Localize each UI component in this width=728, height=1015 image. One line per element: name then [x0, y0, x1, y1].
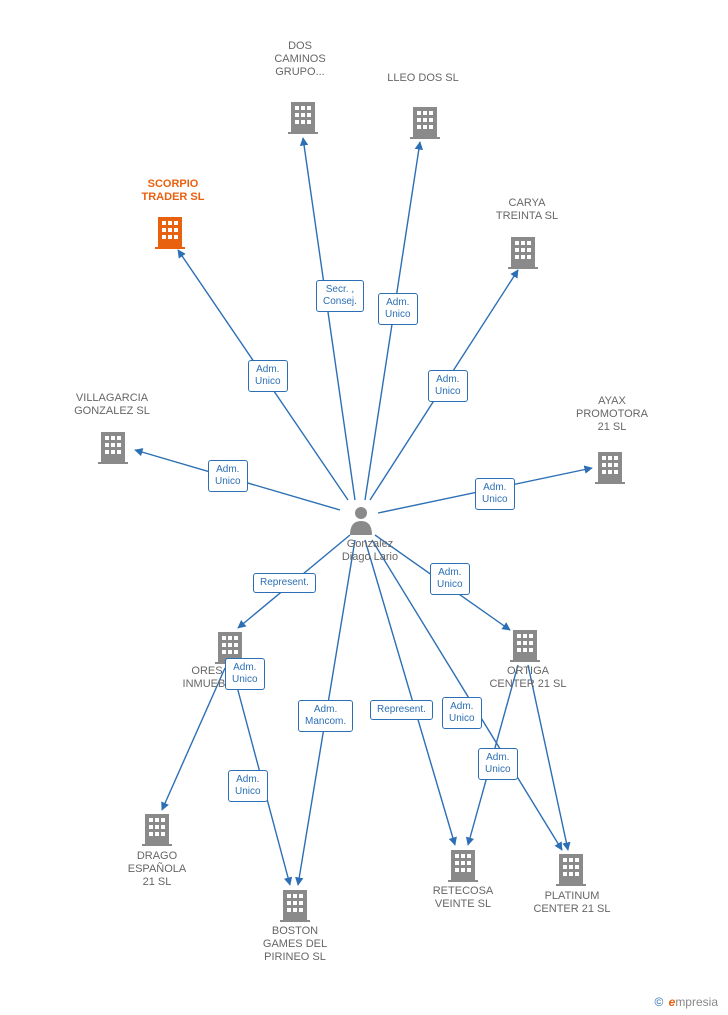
edge-label: Adm. Unico — [442, 697, 482, 729]
node-label: AYAX PROMOTORA 21 SL — [562, 395, 662, 434]
building-icon — [448, 848, 478, 882]
edge-label: Adm. Unico — [478, 748, 518, 780]
node-label: DOS CAMINOS GRUPO... — [260, 40, 340, 79]
edge-line — [528, 665, 568, 850]
building-icon — [98, 430, 128, 464]
edge-label: Adm. Unico — [225, 658, 265, 690]
node-label: VILLAGARCIA GONZALEZ SL — [62, 392, 162, 418]
building-icon — [155, 215, 185, 249]
edge-line — [303, 138, 355, 500]
network-diagram: Gonzalez Diago Lario DOS CAMINOS GRUPO...… — [0, 0, 728, 1015]
node-label: ORTIGA CENTER 21 SL — [478, 665, 578, 691]
brand-rest: mpresia — [675, 995, 718, 1009]
building-icon — [508, 235, 538, 269]
edge-label: Adm. Unico — [248, 360, 288, 392]
building-icon — [288, 100, 318, 134]
building-icon — [556, 852, 586, 886]
copyright-symbol: © — [654, 995, 663, 1009]
building-icon — [510, 628, 540, 662]
node-label: PLATINUM CENTER 21 SL — [522, 890, 622, 916]
node-label: SCORPIO TRADER SL — [128, 178, 218, 204]
footer-attribution: © empresia — [654, 995, 718, 1009]
edge-label: Adm. Unico — [475, 478, 515, 510]
building-icon — [595, 450, 625, 484]
edge-label: Adm. Unico — [208, 460, 248, 492]
edge-label: Secr. , Consej. — [316, 280, 364, 312]
building-icon — [280, 888, 310, 922]
edge-label: Adm. Unico — [430, 563, 470, 595]
edge-label: Adm. Mancom. — [298, 700, 353, 732]
edge-label: Represent. — [253, 573, 316, 593]
building-icon — [142, 812, 172, 846]
node-label: RETECOSA VEINTE SL — [418, 885, 508, 911]
building-icon — [410, 105, 440, 139]
edge-label: Adm. Unico — [228, 770, 268, 802]
node-label: BOSTON GAMES DEL PIRINEO SL — [250, 925, 340, 964]
edge-label: Represent. — [370, 700, 433, 720]
center-node-label: Gonzalez Diago Lario — [330, 538, 410, 564]
node-label: CARYA TREINTA SL — [482, 197, 572, 223]
person-icon — [348, 505, 374, 535]
node-label: DRAGO ESPAÑOLA 21 SL — [112, 850, 202, 889]
edge-label: Adm. Unico — [378, 293, 418, 325]
node-label: LLEO DOS SL — [378, 72, 468, 85]
edge-label: Adm. Unico — [428, 370, 468, 402]
